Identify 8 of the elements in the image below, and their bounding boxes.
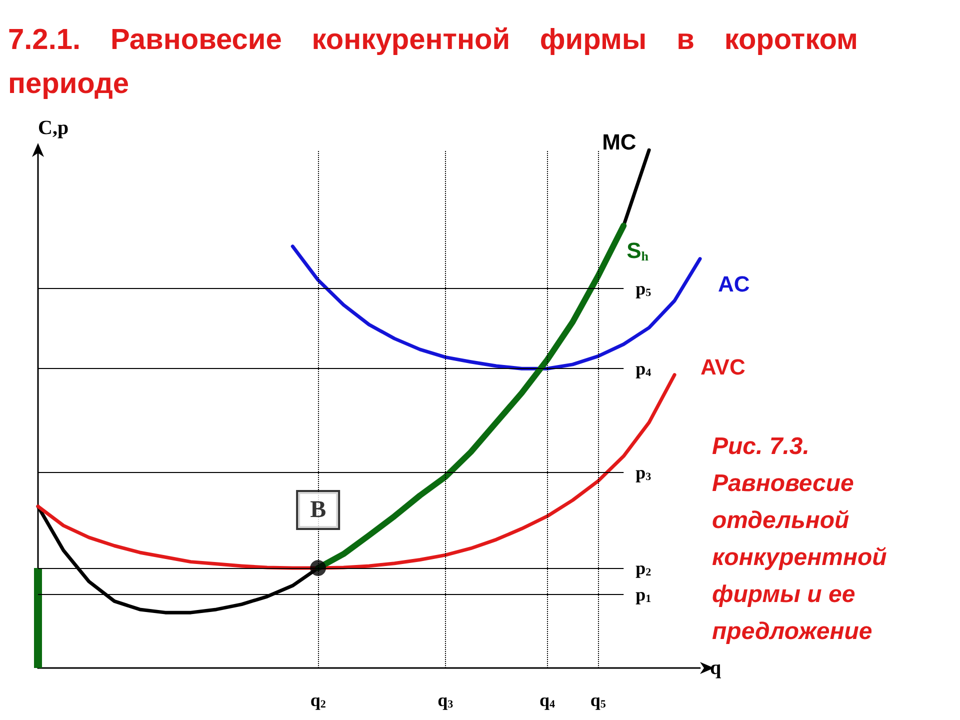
series-label: AVC [700,354,746,380]
chart-title: 7.2.1. Равновесие конкурентной фирмы в коротком периоде [8,23,858,102]
annotation: B [310,497,326,524]
text: Рис. 7.3. Равновесие отдельной конкурентной фирмы и ее предложение [712,432,888,647]
y-axis-title: C,p [38,117,69,139]
series-label: AC [718,271,750,296]
x-axis-title: q [710,657,722,679]
series-label: MC [602,130,636,154]
